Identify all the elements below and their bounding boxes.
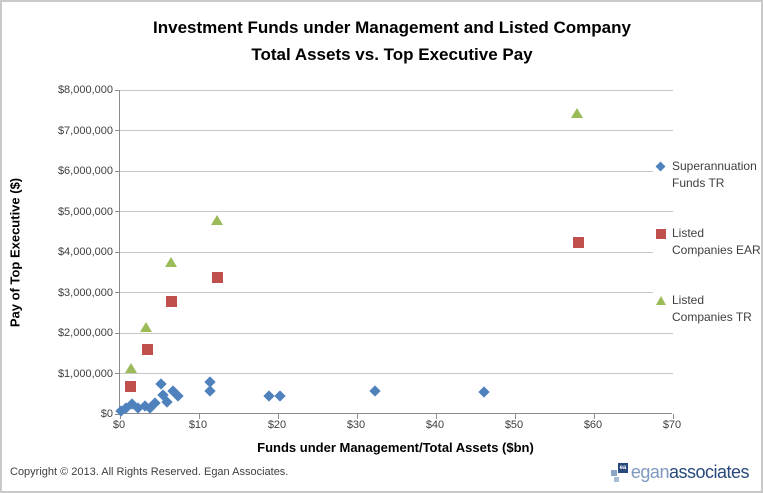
- legend-entry: Listed Companies TR: [653, 291, 761, 328]
- data-point-triangle: [125, 363, 138, 374]
- data-point-triangle: [211, 214, 224, 225]
- y-axis-title: Pay of Top Executive ($): [7, 177, 23, 328]
- data-point-triangle: [164, 257, 177, 268]
- data-point-diamond: [263, 390, 275, 402]
- legend-entry: Superannuation Funds TR: [653, 157, 761, 194]
- y-axis-tick-label: $0: [100, 408, 113, 420]
- egan-associates-logo: ea egan associates: [610, 461, 750, 483]
- data-point-square: [125, 381, 137, 393]
- data-point-diamond: [155, 378, 167, 391]
- legend-label: Superannuation Funds TR: [672, 159, 757, 191]
- y-axis-tick: [115, 130, 120, 131]
- x-axis-tick-label: $30: [346, 419, 366, 431]
- legend-entry: Listed Companies EAR: [653, 224, 761, 261]
- x-axis-tick: [436, 414, 437, 419]
- y-axis-tick: [115, 211, 120, 212]
- y-axis-tick: [115, 170, 120, 172]
- data-point-square: [141, 343, 153, 355]
- data-point-triangle: [140, 321, 153, 332]
- y-axis-tick-label: $8,000,000: [57, 84, 113, 96]
- y-axis-tick-label: $2,000,000: [57, 327, 113, 339]
- chart-title-line1: Investment Funds under Management and Li…: [153, 18, 631, 37]
- x-axis-tick-label: $0: [112, 419, 126, 431]
- logo-square-mid: [610, 469, 617, 476]
- logo-square-small: [613, 476, 619, 482]
- x-axis-tick: [357, 414, 358, 419]
- y-axis-tick: [115, 332, 120, 334]
- logo-word-egan: egan: [630, 461, 670, 482]
- y-axis-tick-label: $7,000,000: [57, 124, 113, 137]
- data-point-square: [573, 237, 585, 249]
- gridline: [120, 89, 673, 91]
- plot-area: [115, 89, 674, 419]
- y-axis-tick-label: $3,000,000: [57, 286, 113, 299]
- legend-label: Listed Companies EAR: [672, 226, 761, 258]
- data-point-square: [212, 271, 224, 283]
- y-axis-tick-label: $6,000,000: [57, 165, 113, 177]
- legend-marker-diamond-icon: [655, 161, 666, 172]
- y-axis-tick-label: $1,000,000: [57, 367, 113, 380]
- data-point-triangle: [571, 108, 584, 119]
- copyright-text: Copyright © 2013. All Rights Reserved. E…: [10, 466, 289, 478]
- gridline: [120, 130, 673, 131]
- y-axis-tick-label: $5,000,000: [57, 205, 113, 218]
- y-axis-tick: [115, 373, 120, 374]
- chart-title: Investment Funds under Management and Li…: [42, 14, 742, 68]
- gridline: [120, 170, 673, 172]
- x-axis-tick: [515, 414, 516, 419]
- y-axis-tick-label: $4,000,000: [57, 246, 113, 258]
- data-point-square: [166, 296, 178, 307]
- x-axis-tick: [278, 414, 279, 419]
- data-point-diamond: [274, 390, 287, 402]
- x-axis-tick-label: $50: [504, 419, 524, 431]
- x-axis-tick-label: $20: [267, 419, 287, 431]
- logo-square-dark: ea: [617, 462, 628, 473]
- data-point-diamond: [369, 384, 381, 397]
- legend-label: Listed Companies TR: [672, 293, 752, 325]
- data-point-diamond: [204, 384, 216, 397]
- y-axis-tick: [115, 292, 120, 293]
- x-axis-tick: [199, 414, 200, 419]
- x-axis-tick-label: $10: [188, 419, 208, 431]
- x-axis-tick: [673, 414, 674, 419]
- legend-marker-square-icon: [656, 229, 666, 239]
- data-point-diamond: [478, 386, 490, 398]
- x-axis-tick-label: $40: [425, 419, 445, 431]
- chart-title-line2: Total Assets vs. Top Executive Pay: [251, 45, 533, 65]
- x-axis-tick-label: $70: [662, 419, 682, 431]
- legend-marker-triangle-icon: [656, 296, 666, 305]
- x-axis-title: Funds under Management/Total Assets ($bn…: [257, 440, 534, 455]
- y-axis-tick: [115, 89, 120, 91]
- gridline: [120, 332, 673, 334]
- gridline: [120, 292, 673, 293]
- gridline: [120, 251, 673, 253]
- egan-logo-icon: ea: [610, 462, 628, 482]
- data-point-diamond: [161, 396, 174, 408]
- gridline: [120, 373, 673, 374]
- y-axis-tick: [115, 251, 120, 253]
- logo-word-associates: associates: [668, 461, 750, 482]
- x-axis-tick-label: $60: [583, 419, 603, 431]
- x-axis-tick: [594, 414, 595, 419]
- gridline: [120, 211, 673, 212]
